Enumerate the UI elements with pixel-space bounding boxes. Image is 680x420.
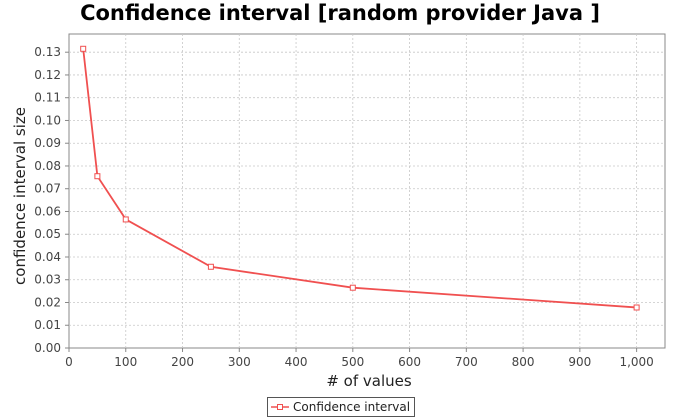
x-tick-label: 1,000 (619, 355, 653, 369)
y-tick-label: 0.09 (34, 136, 61, 150)
x-tick-label: 600 (398, 355, 421, 369)
y-tick-label: 0.12 (34, 68, 61, 82)
data-point (207, 263, 214, 270)
y-ticks: 0.00 0.01 0.02 0.03 0.04 0.05 0.06 0.07 0.08 0.09… (34, 45, 69, 355)
legend-label: Confidence interval (293, 400, 411, 414)
x-tick-label: 900 (568, 355, 591, 369)
y-tick-label: 0.04 (34, 250, 61, 264)
y-tick-label: 0.08 (34, 159, 61, 173)
data-point (94, 173, 101, 180)
y-tick-label: 0.07 (34, 182, 61, 196)
x-tick-label: 200 (171, 355, 194, 369)
series-layer (80, 45, 640, 311)
data-point (349, 284, 356, 291)
legend-swatch (271, 404, 289, 410)
y-tick-label: 0.01 (34, 318, 61, 332)
y-tick-label: 0.02 (34, 295, 61, 309)
data-point (122, 216, 129, 223)
y-tick-label: 0.10 (34, 113, 61, 127)
y-tick-label: 0.06 (34, 204, 61, 218)
x-ticks: 0 100 200 300 400 500 600 700 800 900 1,000 (65, 348, 654, 369)
y-tick-label: 0.13 (34, 45, 61, 59)
x-tick-label: 300 (228, 355, 251, 369)
x-tick-label: 100 (114, 355, 137, 369)
chart-title: Confidence interval [random provider Jav… (80, 1, 600, 25)
x-tick-label: 500 (341, 355, 364, 369)
x-tick-label: 400 (285, 355, 308, 369)
plot-area (68, 33, 666, 349)
y-tick-label: 0.11 (34, 91, 61, 105)
x-tick-label: 800 (512, 355, 535, 369)
y-tick-label: 0.05 (34, 227, 61, 241)
y-tick-label: 0.03 (34, 273, 61, 287)
x-tick-label: 700 (455, 355, 478, 369)
x-axis-label: # of values (326, 372, 412, 390)
y-tick-label: 0.00 (34, 341, 61, 355)
series-line (82, 48, 637, 309)
grid-layer (69, 34, 665, 348)
x-tick-label: 0 (65, 355, 73, 369)
data-point (633, 304, 640, 311)
y-axis-label: confidence interval size (11, 107, 29, 285)
legend: Confidence interval (267, 397, 416, 417)
data-point (80, 45, 87, 52)
